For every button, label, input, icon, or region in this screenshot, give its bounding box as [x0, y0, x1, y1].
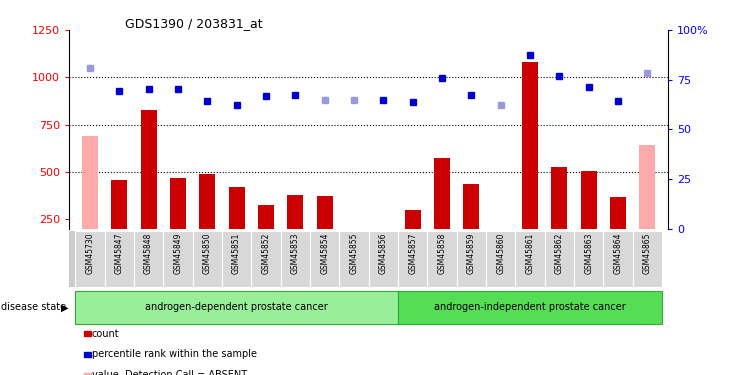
Text: GSM45858: GSM45858	[437, 232, 447, 274]
Text: GSM45857: GSM45857	[408, 232, 417, 274]
Bar	[610, 196, 626, 229]
Bar	[228, 187, 245, 229]
Bar	[639, 144, 656, 229]
Bar	[427, 231, 457, 287]
Bar	[369, 231, 398, 287]
Bar	[515, 231, 545, 287]
Bar	[545, 231, 574, 287]
Text: GSM45865: GSM45865	[643, 232, 652, 274]
Text: percentile rank within the sample: percentile rank within the sample	[91, 350, 256, 359]
Bar	[82, 136, 98, 229]
Bar	[258, 205, 274, 229]
Text: disease state: disease state	[1, 303, 66, 312]
Text: androgen-dependent prostate cancer: androgen-dependent prostate cancer	[145, 303, 328, 312]
Text: GSM45851: GSM45851	[232, 232, 241, 274]
Bar	[434, 158, 450, 229]
Bar	[457, 231, 486, 287]
Bar	[604, 231, 633, 287]
Bar	[404, 210, 420, 229]
Bar	[222, 231, 251, 287]
Text: GSM45850: GSM45850	[203, 232, 212, 274]
Text: value, Detection Call = ABSENT: value, Detection Call = ABSENT	[91, 370, 247, 375]
Text: androgen-independent prostate cancer: androgen-independent prostate cancer	[434, 303, 626, 312]
Text: GSM45847: GSM45847	[115, 232, 123, 274]
Bar	[140, 110, 157, 229]
Bar	[164, 231, 193, 287]
Text: GSM45854: GSM45854	[320, 232, 329, 274]
Text: GSM45859: GSM45859	[467, 232, 476, 274]
Text: GSM45849: GSM45849	[174, 232, 182, 274]
Bar	[280, 231, 310, 287]
Bar	[75, 231, 104, 287]
Text: GDS1390 / 203831_at: GDS1390 / 203831_at	[125, 17, 262, 30]
Text: GSM45861: GSM45861	[526, 232, 534, 274]
Text: GSM45730: GSM45730	[85, 232, 94, 274]
Bar	[134, 231, 164, 287]
Bar	[75, 291, 398, 324]
Bar	[580, 171, 597, 229]
Bar	[398, 291, 662, 324]
Bar	[522, 62, 538, 229]
Text: GSM45855: GSM45855	[350, 232, 358, 274]
Bar	[339, 231, 369, 287]
Bar	[251, 231, 280, 287]
Text: GSM45860: GSM45860	[496, 232, 505, 274]
Text: GSM45848: GSM45848	[144, 232, 153, 274]
Bar	[193, 231, 222, 287]
Bar	[104, 231, 134, 287]
Bar	[310, 231, 339, 287]
Bar	[317, 196, 333, 229]
Bar	[464, 184, 480, 229]
Bar	[199, 174, 215, 229]
Bar	[551, 167, 567, 229]
Bar	[287, 195, 304, 229]
Bar	[574, 231, 604, 287]
Text: GSM45853: GSM45853	[291, 232, 300, 274]
Bar	[633, 231, 662, 287]
Bar	[170, 178, 186, 229]
Bar	[111, 180, 127, 229]
Text: GSM45856: GSM45856	[379, 232, 388, 274]
Text: GSM45852: GSM45852	[261, 232, 270, 274]
Text: GSM45862: GSM45862	[555, 232, 564, 274]
Text: GSM45863: GSM45863	[584, 232, 593, 274]
Text: ▶: ▶	[61, 303, 68, 312]
Bar	[398, 231, 427, 287]
Text: GSM45864: GSM45864	[614, 232, 623, 274]
Text: count: count	[91, 329, 119, 339]
Bar	[486, 231, 515, 287]
